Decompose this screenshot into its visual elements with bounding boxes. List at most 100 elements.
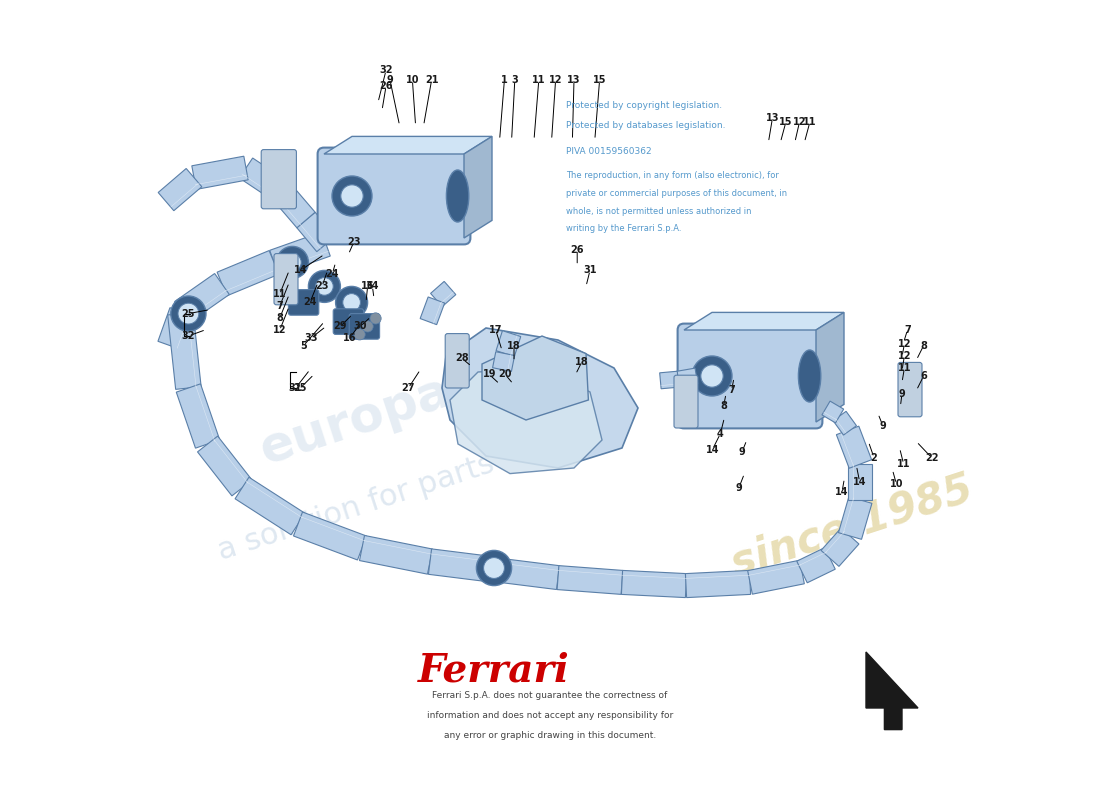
Text: information and does not accept any responsibility for: information and does not accept any resp… <box>427 710 673 720</box>
Text: 11: 11 <box>898 363 911 373</box>
FancyBboxPatch shape <box>674 375 698 428</box>
Polygon shape <box>294 512 366 560</box>
Polygon shape <box>428 549 496 582</box>
Polygon shape <box>175 274 229 322</box>
Text: 12: 12 <box>549 75 562 85</box>
Text: 34: 34 <box>365 282 380 291</box>
FancyBboxPatch shape <box>678 323 823 429</box>
FancyBboxPatch shape <box>318 147 471 245</box>
Text: 25: 25 <box>294 383 307 393</box>
Text: europarts: europarts <box>254 343 532 474</box>
Polygon shape <box>848 464 872 500</box>
Text: 2: 2 <box>870 453 878 462</box>
Polygon shape <box>685 570 750 598</box>
Polygon shape <box>557 566 623 594</box>
Polygon shape <box>198 436 252 496</box>
Text: 8: 8 <box>720 402 727 411</box>
FancyBboxPatch shape <box>333 309 364 334</box>
Circle shape <box>370 313 382 324</box>
Text: private or commercial purposes of this document, in: private or commercial purposes of this d… <box>566 189 788 198</box>
Polygon shape <box>816 312 844 422</box>
Polygon shape <box>235 478 305 534</box>
Circle shape <box>308 270 340 302</box>
Text: 31: 31 <box>289 383 302 393</box>
Polygon shape <box>273 184 315 228</box>
Text: 12: 12 <box>273 326 286 335</box>
Circle shape <box>276 246 308 278</box>
Text: Ferrari S.p.A. does not guarantee the correctness of: Ferrari S.p.A. does not guarantee the co… <box>432 690 668 699</box>
Text: 24: 24 <box>326 269 339 278</box>
Circle shape <box>316 278 333 295</box>
Text: 21: 21 <box>425 75 438 85</box>
Text: Ferrari: Ferrari <box>418 651 570 690</box>
Polygon shape <box>493 352 515 371</box>
Text: 8: 8 <box>276 314 283 323</box>
Polygon shape <box>167 312 201 390</box>
Polygon shape <box>240 158 288 202</box>
Text: 32: 32 <box>182 331 195 341</box>
Text: 10: 10 <box>406 75 419 85</box>
Polygon shape <box>748 560 804 594</box>
FancyBboxPatch shape <box>288 290 319 315</box>
Polygon shape <box>217 250 279 296</box>
Polygon shape <box>493 558 560 590</box>
Text: 14: 14 <box>835 487 849 497</box>
Text: 13: 13 <box>568 75 581 85</box>
Polygon shape <box>660 371 679 389</box>
Polygon shape <box>684 312 844 330</box>
Text: 27: 27 <box>402 383 415 393</box>
Polygon shape <box>676 368 697 387</box>
Text: 7: 7 <box>276 302 283 311</box>
Text: 7: 7 <box>904 325 911 334</box>
Polygon shape <box>360 535 432 574</box>
Text: 3: 3 <box>512 75 518 85</box>
Text: 26: 26 <box>571 245 584 254</box>
Text: since 1985: since 1985 <box>726 467 979 585</box>
Circle shape <box>178 303 199 324</box>
Text: 12: 12 <box>898 351 911 361</box>
Circle shape <box>476 550 512 586</box>
Polygon shape <box>297 212 336 252</box>
Polygon shape <box>450 368 602 474</box>
Polygon shape <box>176 384 220 448</box>
Circle shape <box>336 286 367 318</box>
Polygon shape <box>496 330 520 357</box>
Circle shape <box>170 296 206 331</box>
Circle shape <box>692 356 732 396</box>
Text: 1: 1 <box>500 75 508 85</box>
Polygon shape <box>158 169 201 210</box>
Text: 29: 29 <box>333 322 348 331</box>
Text: 24: 24 <box>304 298 317 307</box>
Ellipse shape <box>799 350 821 402</box>
Text: 5: 5 <box>300 341 307 350</box>
Ellipse shape <box>447 170 469 222</box>
Text: 25: 25 <box>182 309 195 318</box>
Polygon shape <box>420 297 444 325</box>
Text: 18: 18 <box>507 341 520 350</box>
Text: 12: 12 <box>898 339 911 349</box>
Polygon shape <box>833 411 857 435</box>
Polygon shape <box>191 156 249 190</box>
Polygon shape <box>270 232 330 274</box>
Text: 14: 14 <box>852 477 867 486</box>
Polygon shape <box>621 570 686 598</box>
Text: any error or graphic drawing in this document.: any error or graphic drawing in this doc… <box>444 730 656 739</box>
Text: 22: 22 <box>925 453 938 462</box>
Polygon shape <box>442 328 638 468</box>
Circle shape <box>354 329 365 340</box>
Text: 15: 15 <box>593 75 606 85</box>
Text: 15: 15 <box>779 117 793 126</box>
Text: 16: 16 <box>343 333 356 342</box>
Text: whole, is not permitted unless authorized in: whole, is not permitted unless authorize… <box>566 206 751 215</box>
Text: 11: 11 <box>896 459 911 469</box>
Text: 12: 12 <box>793 117 806 126</box>
Text: Protected by databases legislation.: Protected by databases legislation. <box>566 121 726 130</box>
FancyBboxPatch shape <box>261 150 296 209</box>
Text: 20: 20 <box>498 370 512 379</box>
Text: 9: 9 <box>736 483 743 493</box>
FancyBboxPatch shape <box>274 254 298 305</box>
Circle shape <box>484 558 505 578</box>
Text: 31: 31 <box>583 266 596 275</box>
Polygon shape <box>482 336 588 420</box>
Text: 9: 9 <box>899 389 905 398</box>
